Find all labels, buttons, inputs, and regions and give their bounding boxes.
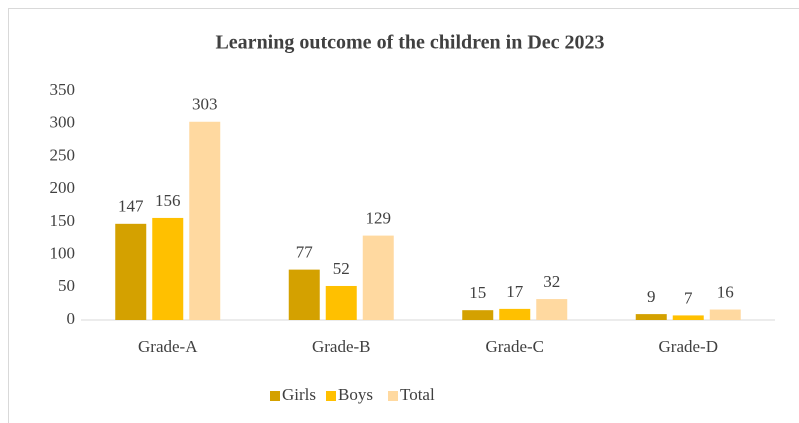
y-tick-label: 50: [58, 276, 75, 295]
x-tick-label: Grade-D: [659, 337, 718, 356]
bar: [288, 269, 320, 320]
data-label: 16: [717, 282, 734, 301]
x-tick-label: Grade-B: [312, 337, 371, 356]
legend-label: Girls: [282, 385, 316, 404]
data-label: 156: [155, 191, 181, 210]
legend-label: Total: [400, 385, 435, 404]
data-label: 303: [192, 95, 218, 114]
data-label: 77: [296, 243, 314, 262]
data-label: 17: [506, 282, 524, 301]
data-label: 15: [469, 283, 486, 302]
bar: [189, 121, 221, 320]
bar: [325, 285, 357, 320]
y-tick-label: 350: [50, 80, 76, 99]
bar: [635, 314, 667, 320]
y-tick-label: 300: [50, 113, 76, 132]
x-tick-label: Grade-A: [138, 337, 198, 356]
bar: [709, 309, 741, 320]
data-label: 129: [366, 209, 392, 228]
y-tick-label: 0: [67, 309, 76, 328]
legend-swatch: [388, 391, 398, 401]
legend-label: Boys: [338, 385, 373, 404]
data-label: 9: [647, 287, 656, 306]
data-label: 32: [543, 272, 560, 291]
bar: [536, 299, 568, 320]
chart-title: Learning outcome of the children in Dec …: [215, 32, 604, 54]
bar: [499, 308, 531, 320]
bar: [462, 310, 494, 320]
y-tick-label: 200: [50, 178, 76, 197]
y-tick-label: 100: [50, 243, 76, 262]
bar: [152, 217, 184, 320]
bar: [115, 223, 147, 320]
legend-swatch: [270, 391, 280, 401]
data-label: 7: [684, 288, 693, 307]
data-label: 52: [333, 259, 350, 278]
chart-frame: [8, 8, 799, 423]
x-tick-label: Grade-C: [485, 337, 544, 356]
legend-swatch: [326, 391, 336, 401]
data-label: 147: [118, 197, 144, 216]
bar: [672, 315, 704, 320]
y-tick-label: 250: [50, 145, 76, 164]
y-tick-label: 150: [50, 211, 76, 230]
bar: [362, 235, 394, 320]
